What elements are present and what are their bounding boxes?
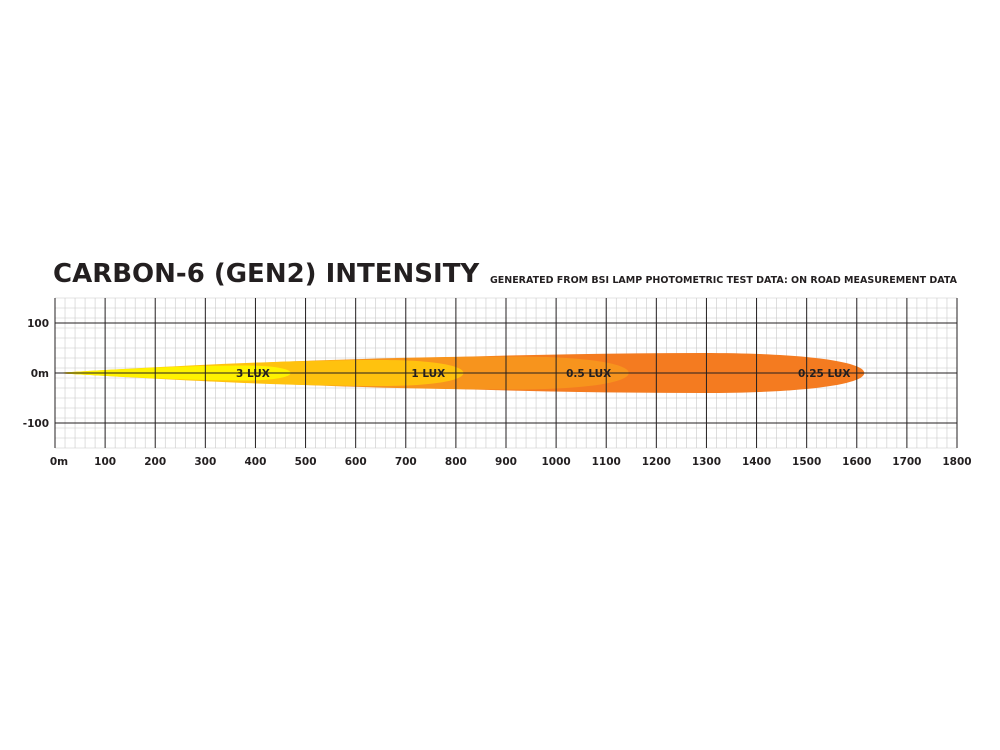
grid-major-lines: [54, 298, 958, 448]
x-tick-label: 1000: [541, 456, 570, 468]
chart-subtitle: GENERATED FROM BSI LAMP PHOTOMETRIC TEST…: [490, 275, 958, 286]
x-tick-label: 1500: [792, 456, 821, 468]
y-tick-label: -100: [23, 418, 49, 430]
x-tick-label: 400: [244, 456, 266, 468]
beam-labels: 0.25 LUX 0.5 LUX 1 LUX 3 LUX: [236, 368, 850, 380]
x-tick-label: 1300: [692, 456, 721, 468]
x-axis-ticks: 0m 100 200 300 400 500 600 700 800 900 1000 1100 120…: [50, 456, 972, 468]
y-axis-ticks: 100 0m -100: [23, 318, 49, 430]
x-tick-label: 0m: [50, 456, 68, 468]
x-tick-label: 300: [194, 456, 216, 468]
x-tick-label: 1800: [942, 456, 971, 468]
x-tick-label: 900: [495, 456, 517, 468]
beam-label-0-5-lux: 0.5 LUX: [566, 368, 611, 380]
beam-label-1-lux: 1 LUX: [411, 368, 445, 380]
x-tick-label: 600: [345, 456, 367, 468]
x-tick-label: 500: [295, 456, 317, 468]
beam-label-3-lux: 3 LUX: [236, 368, 270, 380]
y-tick-label: 0m: [31, 368, 49, 380]
chart-title: CARBON-6 (GEN2) INTENSITY: [53, 259, 480, 289]
x-tick-label: 800: [445, 456, 467, 468]
x-tick-label: 100: [94, 456, 116, 468]
x-tick-label: 1600: [842, 456, 871, 468]
y-tick-label: 100: [27, 318, 49, 330]
x-tick-label: 200: [144, 456, 166, 468]
x-tick-label: 1100: [592, 456, 621, 468]
x-tick-label: 1200: [642, 456, 671, 468]
x-tick-label: 700: [395, 456, 417, 468]
beam-label-0-25-lux: 0.25 LUX: [798, 368, 851, 380]
x-tick-label: 1400: [742, 456, 771, 468]
x-tick-label: 1700: [892, 456, 921, 468]
